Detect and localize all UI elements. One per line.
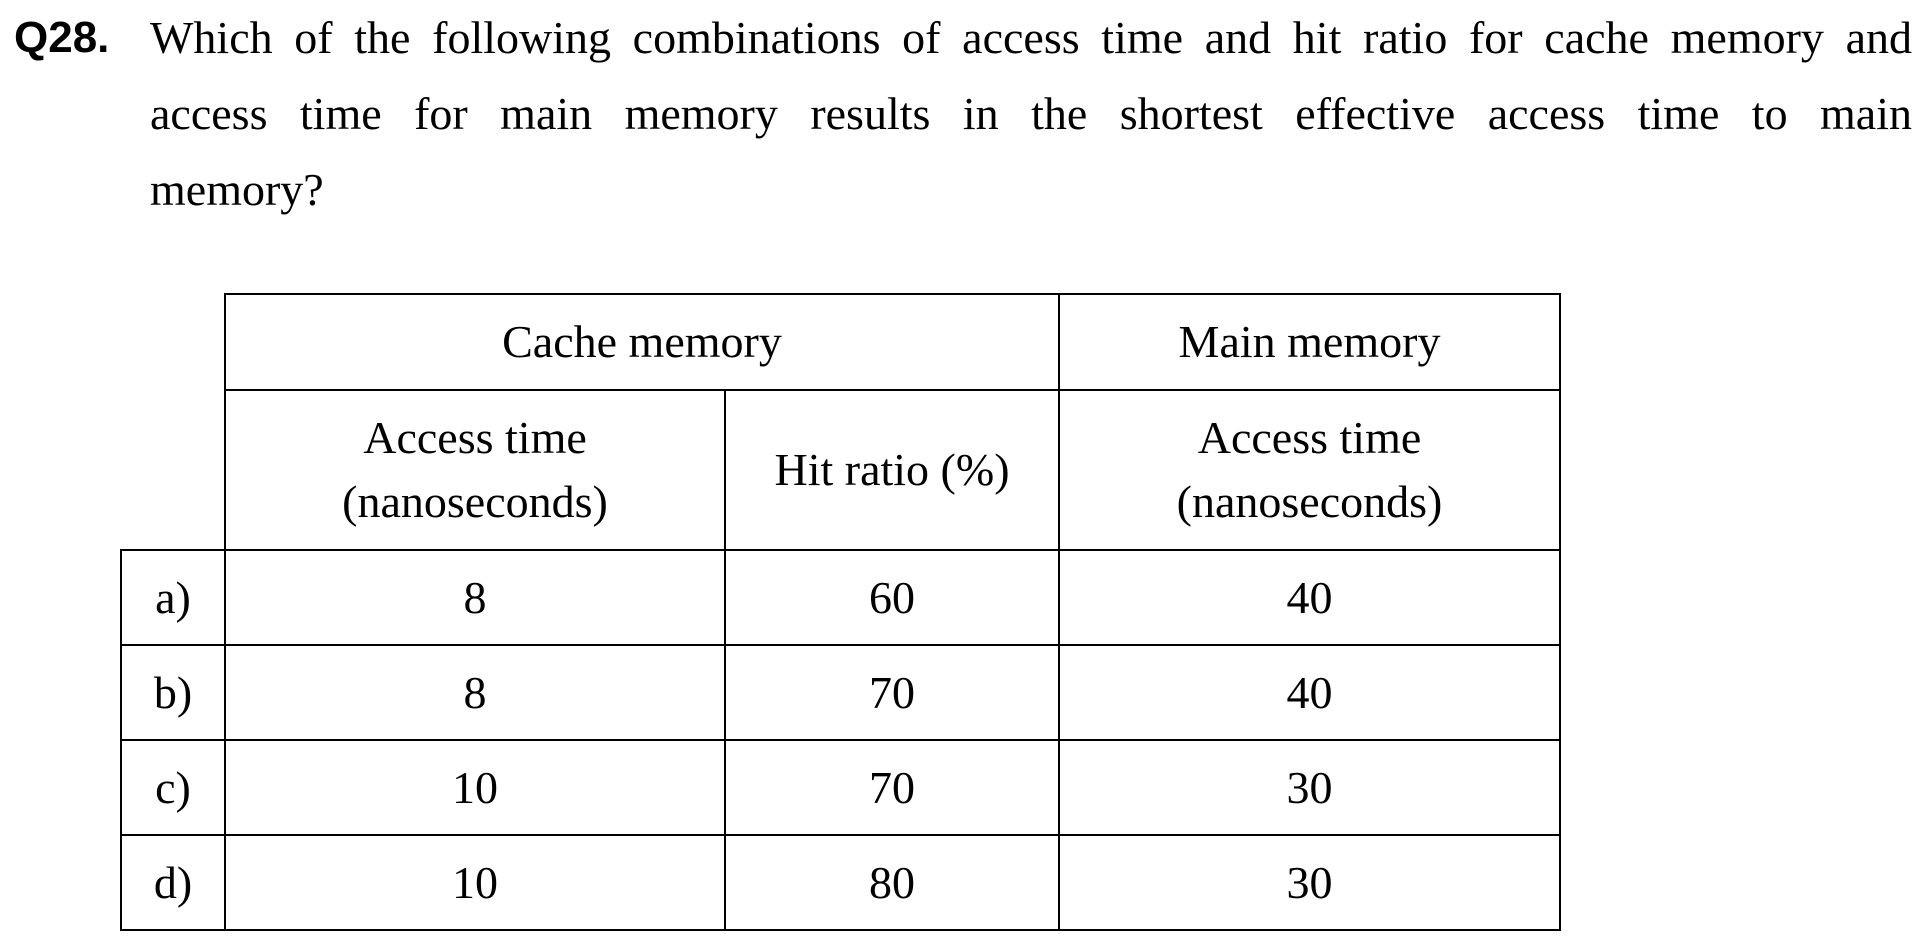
empty-corner-cell [121,294,225,390]
main-access-time-cell: 30 [1058,739,1561,836]
question-text-line-3: memory? [150,164,324,215]
options-table: Cache memory Main memory Access time (na… [120,293,1561,931]
question-block: Q28. Which of the following combinations… [0,0,1921,240]
cache-access-time-header-line-2: (nanoseconds) [342,476,608,527]
cache-access-time-cell: 10 [224,739,726,836]
option-label: a) [120,549,226,646]
hit-ratio-cell: 70 [724,644,1060,741]
question-number: Q28. [14,13,110,62]
cache-access-time-header: Access time (nanoseconds) [224,389,726,551]
table-group-header-row: Cache memory Main memory [121,293,1561,391]
cache-access-time-header-line-1: Access time [363,412,587,463]
main-access-time-header-line-2: (nanoseconds) [1176,476,1443,527]
main-access-time-cell: 30 [1058,834,1561,931]
cache-access-time-cell: 10 [224,834,726,931]
cache-access-time-cell: 8 [224,549,726,646]
question-text-line-1: Which of the following combinations of a… [150,12,1912,63]
empty-corner-cell [121,390,225,550]
hit-ratio-cell: 60 [724,549,1060,646]
main-access-time-cell: 40 [1058,644,1561,741]
question-text-line-2: access time for main memory results in t… [150,88,1912,139]
main-access-time-header-line-1: Access time [1197,412,1422,463]
table-row-c: c) 10 70 30 [120,739,1561,836]
table-row-b: b) 8 70 40 [120,644,1561,741]
main-memory-header: Main memory [1058,293,1561,391]
cache-access-time-cell: 8 [224,644,726,741]
hit-ratio-cell: 80 [724,834,1060,931]
main-access-time-header: Access time (nanoseconds) [1058,389,1561,551]
table-row-d: d) 10 80 30 [120,834,1561,931]
hit-ratio-header: Hit ratio (%) [724,389,1060,551]
cache-memory-header: Cache memory [224,293,1060,391]
option-label: b) [120,644,226,741]
option-label: d) [120,834,226,931]
table-subheader-row: Access time (nanoseconds) Hit ratio (%) … [121,389,1561,551]
main-access-time-cell: 40 [1058,549,1561,646]
option-label: c) [120,739,226,836]
table-row-a: a) 8 60 40 [120,549,1561,646]
hit-ratio-cell: 70 [724,739,1060,836]
